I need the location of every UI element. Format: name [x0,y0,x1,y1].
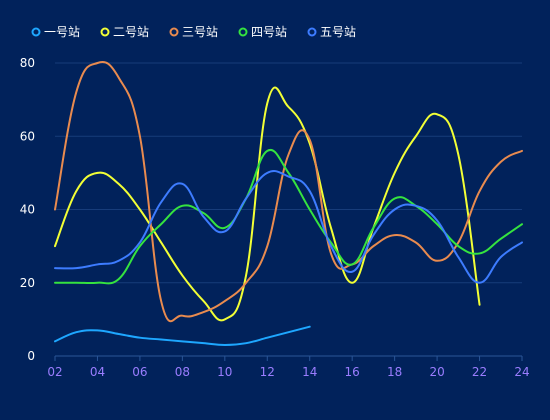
legend: 一号站 二号站 三号站 四号站 五号站 [31,25,357,39]
y-tick-label: 0 [27,349,35,363]
series-line-5[interactable] [54,170,523,284]
x-tick-label: 16 [345,365,360,379]
y-tick-label: 60 [20,129,35,143]
x-tick-label: 24 [514,365,529,379]
series-line-1[interactable] [54,325,311,347]
legend-label: 五号站 [320,25,356,39]
x-tick-label: 18 [387,365,402,379]
x-tick-label: 14 [302,365,317,379]
legend-marker-icon [307,27,317,37]
legend-item-5[interactable]: 五号站 [307,25,357,39]
x-tick-label: 12 [260,365,275,379]
legend-label: 一号站 [44,25,80,39]
legend-item-4[interactable]: 四号站 [238,25,288,39]
legend-item-1[interactable]: 一号站 [31,25,81,39]
x-tick-label: 06 [132,365,147,379]
x-tick-label: 08 [175,365,190,379]
x-tick-label: 04 [90,365,105,379]
legend-marker-icon [169,27,179,37]
y-tick-label: 80 [20,56,35,70]
x-tick-label: 02 [47,365,62,379]
series-lines [54,60,523,347]
series-line-3[interactable] [54,60,523,323]
x-tick-label: 20 [429,365,444,379]
y-tick-label: 20 [20,276,35,290]
series-line-2[interactable] [54,86,481,322]
x-tick-label: 22 [472,365,487,379]
legend-marker-icon [238,27,248,37]
y-tick-label: 40 [20,203,35,217]
grid-lines [55,62,522,284]
legend-marker-icon [31,27,41,37]
legend-label: 三号站 [182,25,218,39]
legend-item-3[interactable]: 三号站 [169,25,219,39]
legend-item-2[interactable]: 二号站 [100,25,150,39]
legend-marker-icon [100,27,110,37]
legend-label: 二号站 [113,25,149,39]
series-line-4[interactable] [54,148,523,285]
x-tick-label: 10 [217,365,232,379]
axes: 0 20 40 60 80 02 04 06 08 10 12 14 16 18 20 22 24 [20,56,530,379]
legend-label: 四号站 [251,25,287,39]
